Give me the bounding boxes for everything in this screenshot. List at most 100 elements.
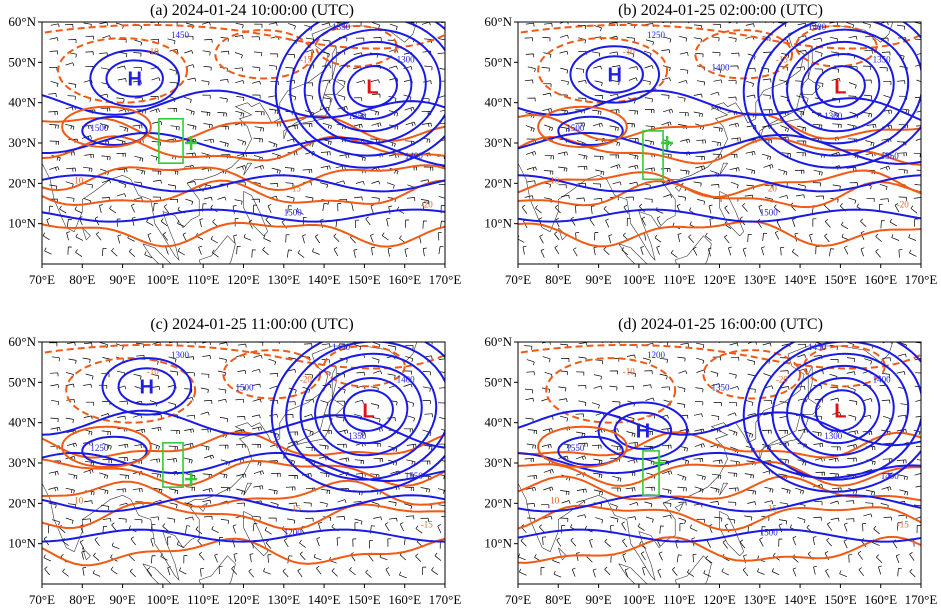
coastline bbox=[558, 547, 567, 561]
wind-barb bbox=[832, 184, 841, 190]
wind-barb bbox=[609, 154, 619, 159]
wind-barb bbox=[403, 66, 413, 70]
wind-barb bbox=[422, 371, 431, 376]
wind-barb bbox=[792, 536, 797, 546]
temperature-contour bbox=[518, 475, 921, 502]
wind-barb bbox=[203, 454, 215, 460]
wind-barb bbox=[321, 22, 331, 27]
wind-barb bbox=[218, 398, 227, 403]
wind-barb bbox=[913, 218, 919, 227]
station-marker bbox=[653, 456, 666, 470]
wind-barb bbox=[116, 488, 127, 493]
wind-barb bbox=[353, 249, 358, 258]
wind-barb bbox=[118, 443, 129, 448]
wind-barb bbox=[661, 121, 672, 127]
wind-barb bbox=[526, 443, 536, 449]
wind-barb bbox=[593, 472, 603, 478]
geopotential-contour bbox=[42, 89, 445, 119]
wind-barb bbox=[896, 24, 906, 30]
wind-barb bbox=[693, 37, 702, 43]
panel-d: (d) 2024-01-25 16:00:00 (UTC) 1450 1400 13… bbox=[470, 308, 941, 608]
wind-barb bbox=[211, 249, 219, 258]
wind-barb bbox=[265, 540, 272, 549]
wind-barb bbox=[267, 554, 272, 563]
lon-tick-label: 170°E bbox=[905, 592, 938, 607]
wind-barb bbox=[541, 67, 550, 72]
wind-barb bbox=[268, 64, 278, 70]
wind-barb bbox=[204, 39, 213, 43]
wind-barb bbox=[169, 488, 179, 495]
wind-barb bbox=[217, 370, 226, 377]
wind-barb bbox=[525, 22, 535, 27]
wind-barb bbox=[79, 539, 85, 549]
wind-barb bbox=[593, 458, 603, 465]
wind-barb bbox=[560, 415, 569, 422]
wind-barb bbox=[829, 110, 839, 118]
wind-barb bbox=[268, 488, 278, 495]
wind-barb bbox=[337, 443, 347, 448]
wind-barb bbox=[543, 469, 554, 474]
coastline bbox=[719, 482, 729, 496]
wind-barb bbox=[643, 430, 654, 436]
wind-barb bbox=[778, 538, 783, 547]
wind-barb bbox=[331, 568, 338, 577]
wind-barb bbox=[102, 459, 112, 464]
contour-label: -10 bbox=[147, 366, 159, 376]
wind-barb bbox=[169, 81, 178, 87]
wind-barb bbox=[642, 384, 652, 389]
wind-barb bbox=[421, 122, 432, 127]
wind-barb bbox=[150, 537, 155, 547]
wind-barb bbox=[420, 487, 430, 493]
wind-barb bbox=[65, 487, 75, 494]
wind-barb bbox=[578, 400, 587, 406]
temperature-contour-negative bbox=[214, 29, 314, 80]
geopotential-contour bbox=[289, 22, 445, 157]
wind-barb bbox=[116, 97, 125, 103]
wind-barb bbox=[99, 472, 109, 479]
wind-barb bbox=[200, 111, 211, 117]
lon-tick-label: 90°E bbox=[110, 272, 136, 287]
wind-barb bbox=[724, 234, 730, 244]
wind-barb bbox=[897, 353, 907, 358]
wind-barb bbox=[644, 370, 653, 375]
wind-barb bbox=[336, 416, 345, 422]
wind-barb bbox=[44, 247, 52, 255]
wind-barb bbox=[354, 196, 363, 201]
wind-barb bbox=[895, 554, 900, 564]
wind-barb bbox=[269, 413, 278, 418]
wind-barb bbox=[203, 400, 213, 404]
geopotential-contour bbox=[557, 435, 624, 467]
wind-barb bbox=[845, 518, 855, 523]
wind-barb bbox=[85, 373, 94, 380]
wind-barb bbox=[731, 137, 741, 142]
wind-barb bbox=[646, 39, 654, 46]
wind-barb bbox=[365, 569, 372, 578]
wind-barb bbox=[577, 514, 586, 519]
wind-barb bbox=[354, 399, 364, 404]
wind-barb bbox=[355, 219, 360, 229]
geopotential-contour bbox=[270, 342, 445, 493]
geopotential-contour bbox=[42, 409, 445, 449]
wind-barb bbox=[68, 82, 77, 88]
wind-barb bbox=[812, 182, 822, 187]
wind-barb bbox=[677, 402, 686, 408]
wind-barb bbox=[437, 232, 442, 241]
wind-barb bbox=[577, 182, 587, 187]
wind-barb bbox=[695, 387, 704, 393]
lon-tick-label: 110°E bbox=[187, 592, 219, 607]
wind-barb bbox=[134, 518, 143, 524]
lon-tick-label: 150°E bbox=[824, 272, 857, 287]
wind-barb bbox=[590, 205, 595, 215]
wind-barb bbox=[388, 65, 398, 70]
wind-barb bbox=[524, 37, 534, 42]
lon-tick-label: 90°E bbox=[586, 592, 612, 607]
wind-barb bbox=[843, 539, 848, 549]
wind-barb bbox=[594, 80, 603, 86]
lon-tick-label: 150°E bbox=[824, 592, 857, 607]
wind-barb bbox=[167, 108, 178, 113]
wind-barb bbox=[591, 444, 602, 449]
wind-barb bbox=[169, 68, 178, 75]
wind-barb bbox=[709, 218, 714, 227]
wind-barb bbox=[541, 443, 552, 449]
wind-barb bbox=[848, 82, 857, 89]
